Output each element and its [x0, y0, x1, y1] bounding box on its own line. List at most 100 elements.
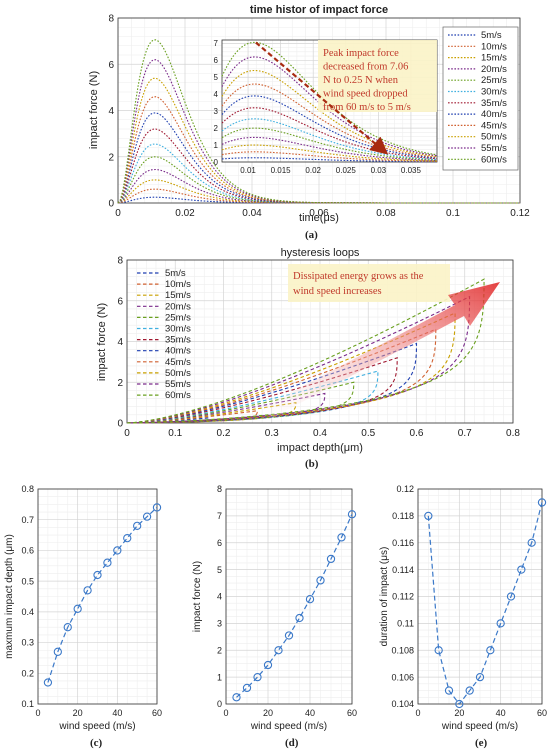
legend-label: 60m/s	[481, 154, 507, 165]
x-tick-label: 0	[115, 208, 121, 219]
series-line	[427, 502, 543, 705]
y-tick-label: 7	[217, 511, 222, 521]
legend: 5m/s10m/s15m/s20m/s25m/s30m/s35m/s40m/s4…	[442, 26, 519, 171]
inset-series-line-40m/s	[221, 95, 438, 159]
y-tick-label: 0.2	[21, 668, 34, 678]
annotation-text: from 60 m/s to 5 m/s	[323, 102, 411, 113]
data-point	[465, 686, 474, 695]
x-tick-label: 0.2	[217, 428, 231, 439]
data-point	[232, 693, 241, 702]
y-axis-label: impact force (N)	[88, 71, 100, 149]
hysteresis-loop-50m/s	[126, 312, 456, 424]
x-tick-label: 0.1	[446, 208, 460, 219]
data-point	[527, 538, 536, 547]
data-point	[142, 512, 152, 521]
x-tick-label: 0.04	[242, 208, 262, 219]
inset-series-line-15m/s	[221, 144, 438, 162]
panel-label: (c)	[90, 737, 103, 749]
data-point	[455, 699, 464, 709]
annotation-box	[288, 264, 450, 302]
x-tick-label: 0.01	[240, 166, 256, 175]
legend-label: 15m/s	[481, 53, 507, 64]
y-tick-label: 0.1	[21, 699, 34, 709]
annotation-text: wind speed increases	[293, 286, 382, 297]
y-tick-label: 6	[117, 296, 123, 307]
panel-axes: 0 20 40 60 0.104 0.106 0.108 0.11 0.112 0.114 0.11…	[391, 484, 547, 718]
y-tick-label: 0.8	[21, 484, 34, 494]
series-line-60m/s	[117, 39, 520, 204]
y-axis-label: maxmum impact depth (μm)	[4, 534, 15, 659]
y-tick-label: 4	[217, 592, 222, 602]
data-point	[123, 533, 132, 543]
y-tick-label: 1	[214, 141, 219, 150]
y-tick-label: 7	[214, 39, 219, 48]
annotation-text: N to 0.25 N when	[323, 75, 399, 86]
y-tick-label: 0.4	[21, 607, 34, 617]
panel-label: (b)	[305, 458, 319, 470]
y-tick-label: 0.6	[21, 546, 34, 556]
x-axis-label: impact depth(μm)	[277, 442, 363, 454]
y-axis-label: impact force (N)	[96, 303, 108, 381]
data-point	[517, 565, 526, 574]
data-point	[103, 558, 112, 567]
annotation-text: wind speed dropped	[323, 89, 408, 100]
data-point	[444, 686, 454, 695]
data-point	[113, 546, 122, 555]
y-tick-label: 0.116	[392, 538, 414, 548]
data-point	[316, 576, 325, 585]
data-point	[537, 498, 547, 507]
data-point	[274, 646, 283, 655]
axes-frame	[417, 488, 543, 705]
x-tick-label: 0.06	[309, 208, 329, 219]
hysteresis-loop-60m/s	[126, 278, 485, 424]
y-tick-label: 2	[117, 378, 123, 389]
hysteresis-loop-35m/s	[126, 357, 398, 424]
y-tick-label: 0.112	[392, 592, 414, 602]
data-point	[133, 521, 142, 531]
data-point	[93, 570, 102, 580]
y-tick-label: 0.106	[391, 672, 414, 682]
y-tick-label: 0.7	[21, 515, 34, 525]
y-tick-label: 0.5	[21, 576, 34, 586]
y-axis-label: impact force (N)	[192, 561, 203, 632]
data-point	[295, 613, 304, 623]
annotation-text: Dissipated energy grows as the	[293, 271, 424, 282]
x-tick-label: 0.6	[410, 428, 424, 439]
panel-label: (e)	[475, 737, 488, 749]
legend-label: 45m/s	[481, 120, 507, 131]
data-point	[496, 619, 505, 628]
x-tick-label: 0.12	[510, 208, 530, 219]
y-tick-label: 1	[217, 672, 222, 682]
legend-label: 15m/s	[165, 290, 191, 301]
x-tick-label: 0.02	[305, 166, 321, 175]
x-axis-label: time(μs)	[299, 212, 339, 224]
y-tick-label: 0	[108, 199, 114, 210]
chart-title: time histor of impact force	[250, 4, 388, 16]
data-point	[284, 631, 294, 640]
y-tick-label: 0.12	[396, 484, 414, 494]
x-tick-label: 0	[124, 428, 130, 439]
data-point	[63, 623, 72, 632]
legend-label: 35m/s	[481, 98, 507, 109]
y-tick-label: 2	[214, 124, 219, 133]
x-tick-label: 40	[496, 708, 506, 718]
legend-label: 5m/s	[165, 268, 186, 279]
x-tick-label: 60	[537, 708, 547, 718]
y-tick-label: 6	[108, 60, 114, 71]
x-tick-label: 20	[263, 708, 273, 718]
data-point	[242, 683, 252, 693]
x-tick-label: 0.1	[168, 428, 182, 439]
y-tick-label: 0	[217, 699, 222, 709]
panel-label: (d)	[285, 737, 299, 749]
data-point	[347, 510, 357, 519]
x-tick-label: 0.3	[265, 428, 279, 439]
data-point	[152, 503, 162, 512]
y-tick-label: 0.3	[21, 638, 34, 648]
legend-label: 25m/s	[165, 312, 191, 323]
chart-title: hysteresis loops	[281, 247, 360, 259]
y-tick-label: 3	[217, 619, 222, 629]
data-point	[506, 592, 516, 601]
x-tick-label: 0	[35, 708, 40, 718]
y-tick-label: 6	[217, 538, 222, 548]
y-tick-label: 3	[214, 107, 219, 116]
